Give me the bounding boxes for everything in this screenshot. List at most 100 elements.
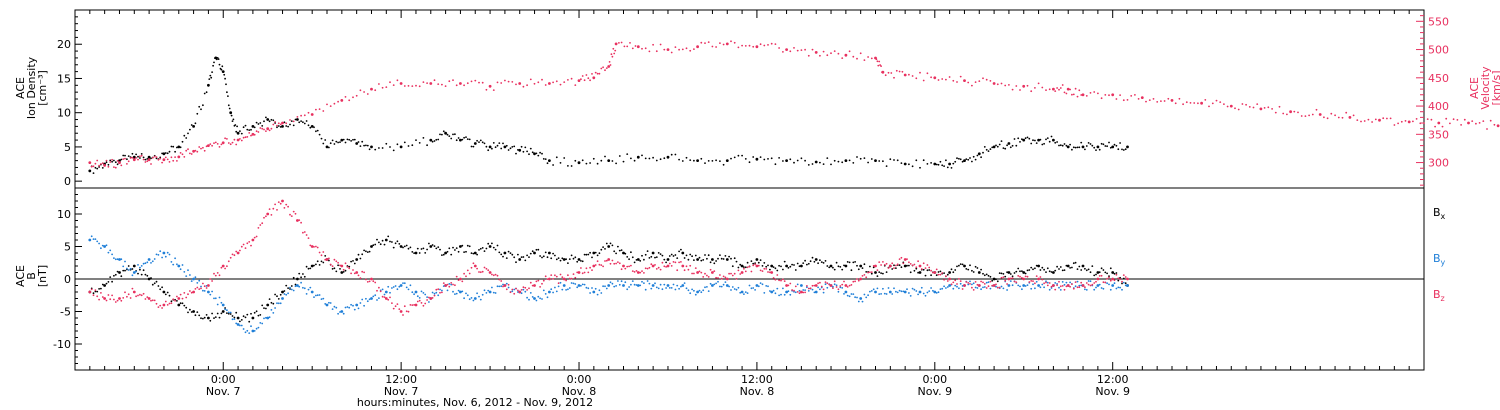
data-point bbox=[833, 283, 836, 286]
data-point bbox=[835, 284, 838, 287]
data-point bbox=[370, 277, 373, 281]
data-point bbox=[413, 304, 415, 306]
data-point bbox=[500, 253, 503, 256]
data-point bbox=[1111, 93, 1115, 97]
data-point bbox=[216, 312, 219, 315]
data-point bbox=[303, 231, 306, 233]
data-point bbox=[885, 262, 888, 265]
data-point bbox=[511, 290, 514, 293]
data-point bbox=[236, 251, 240, 255]
data-point bbox=[924, 294, 927, 297]
data-point bbox=[893, 267, 895, 269]
data-point bbox=[767, 158, 769, 160]
data-point bbox=[670, 51, 673, 54]
data-point bbox=[811, 256, 814, 259]
data-point bbox=[159, 157, 162, 160]
data-point bbox=[261, 127, 264, 130]
data-point bbox=[880, 65, 882, 67]
data-point bbox=[1028, 137, 1031, 140]
data-point bbox=[329, 105, 332, 107]
data-point bbox=[155, 157, 158, 160]
data-point bbox=[900, 256, 903, 259]
data-point bbox=[1069, 88, 1071, 91]
data-point bbox=[242, 126, 245, 129]
data-point bbox=[1085, 95, 1088, 97]
data-point bbox=[1061, 144, 1064, 147]
data-point bbox=[672, 283, 675, 286]
data-point bbox=[709, 282, 712, 285]
data-point bbox=[518, 82, 522, 85]
data-point bbox=[1026, 136, 1029, 139]
data-point bbox=[235, 130, 238, 133]
data-point bbox=[378, 286, 380, 289]
data-point bbox=[1122, 274, 1125, 276]
data-point bbox=[502, 283, 504, 286]
x-tick-label-date: Nov. 8 bbox=[562, 385, 597, 398]
data-point bbox=[846, 286, 849, 288]
data-point bbox=[880, 272, 882, 274]
data-point bbox=[261, 125, 264, 127]
data-point bbox=[1091, 265, 1094, 267]
data-point bbox=[263, 307, 265, 309]
data-point bbox=[987, 281, 990, 284]
data-point bbox=[1052, 284, 1055, 287]
data-point bbox=[822, 163, 825, 166]
data-point bbox=[144, 273, 147, 276]
data-point bbox=[407, 85, 410, 87]
data-point bbox=[607, 258, 611, 261]
data-point bbox=[872, 288, 875, 291]
data-point bbox=[782, 51, 784, 53]
data-point bbox=[535, 152, 538, 155]
data-point bbox=[941, 164, 944, 167]
data-point bbox=[832, 287, 834, 289]
data-point bbox=[261, 322, 264, 325]
data-point bbox=[978, 80, 981, 82]
data-point bbox=[402, 314, 404, 316]
data-point bbox=[239, 138, 241, 140]
x-tick-label-time: 0:00 bbox=[567, 373, 592, 386]
data-point bbox=[937, 163, 940, 166]
data-point bbox=[196, 282, 199, 284]
data-point bbox=[835, 261, 838, 264]
data-point bbox=[344, 269, 347, 272]
data-point bbox=[177, 145, 181, 149]
data-point bbox=[702, 259, 705, 261]
data-point bbox=[524, 286, 527, 289]
data-point bbox=[207, 290, 210, 294]
data-point bbox=[950, 283, 953, 286]
data-point bbox=[1026, 84, 1029, 87]
data-point bbox=[822, 291, 825, 294]
data-point bbox=[813, 260, 816, 263]
data-point bbox=[409, 284, 412, 287]
data-point bbox=[544, 251, 547, 254]
data-point bbox=[359, 145, 362, 148]
data-point bbox=[422, 247, 425, 250]
data-point bbox=[1002, 287, 1005, 290]
data-point bbox=[107, 163, 110, 166]
data-point bbox=[251, 132, 255, 136]
data-point bbox=[903, 73, 907, 77]
data-point bbox=[544, 158, 547, 161]
data-point bbox=[296, 219, 299, 222]
data-point bbox=[1074, 87, 1077, 90]
data-point bbox=[1419, 122, 1422, 125]
data-point bbox=[884, 74, 887, 77]
data-point bbox=[717, 277, 719, 279]
data-point bbox=[843, 280, 845, 283]
data-point bbox=[511, 288, 514, 291]
data-point bbox=[600, 264, 603, 266]
data-point bbox=[101, 296, 104, 298]
data-point bbox=[678, 250, 680, 253]
data-point bbox=[644, 267, 647, 270]
data-point bbox=[1058, 88, 1060, 91]
data-point bbox=[767, 271, 769, 273]
data-point bbox=[698, 270, 701, 273]
data-point bbox=[932, 289, 934, 292]
data-point bbox=[1039, 138, 1042, 141]
data-point bbox=[320, 298, 323, 300]
data-point bbox=[548, 251, 551, 255]
data-point bbox=[1178, 97, 1181, 100]
data-point bbox=[122, 265, 125, 268]
data-point bbox=[452, 283, 454, 286]
data-point bbox=[1093, 288, 1096, 291]
